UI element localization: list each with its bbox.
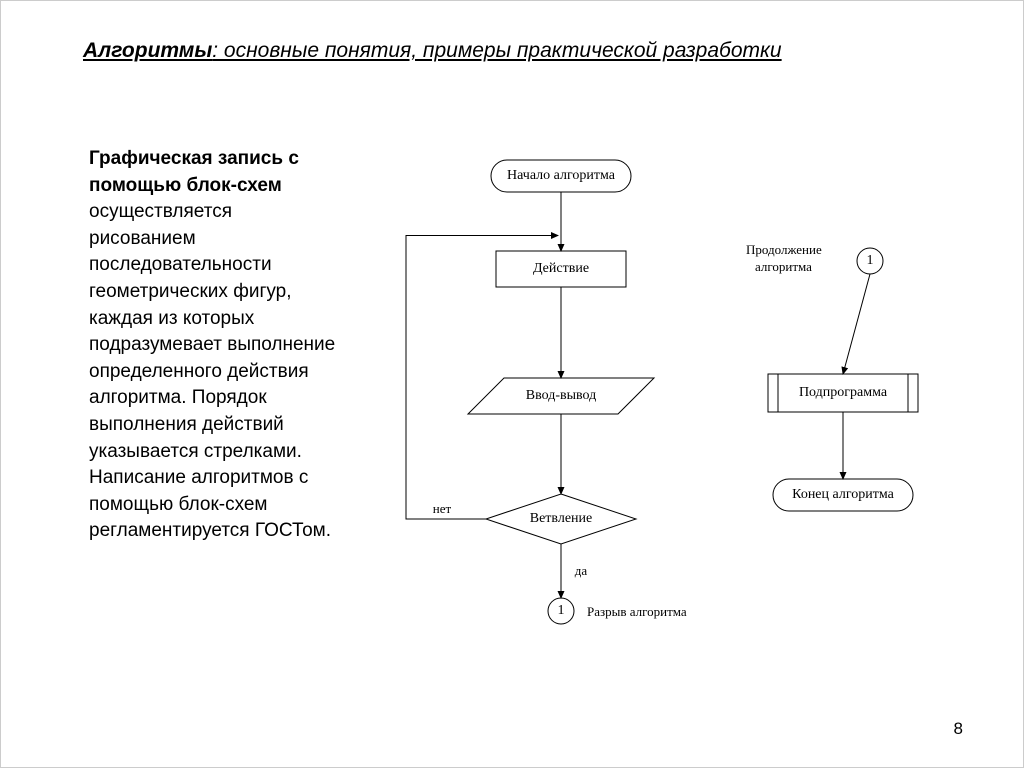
flowchart-diagram: Начало алгоритма Действие Ввод-вывод Ветвле… <box>351 141 971 701</box>
paragraph-rest: осуществляется рисованием последовательн… <box>89 201 335 541</box>
title-bold: Алгоритмы <box>83 39 212 62</box>
flowchart-label: Ветвление <box>530 511 593 527</box>
page-title: Алгоритмы: основные понятия, примеры пра… <box>83 39 782 63</box>
flowchart-label: да <box>575 563 587 579</box>
title-rest: : основные понятия, примеры практической… <box>212 39 781 62</box>
flowchart-annotation: алгоритма <box>755 259 812 275</box>
flowchart-label: Конец алгоритма <box>792 487 894 503</box>
page-number: 8 <box>954 719 963 739</box>
flowchart-label: 1 <box>867 253 874 269</box>
flowchart-annotation: Разрыв алгоритма <box>587 604 687 620</box>
flowchart-label: Действие <box>533 261 589 277</box>
flowchart-label: Ввод-вывод <box>526 388 597 404</box>
flowchart-annotation: Продолжение <box>746 242 822 258</box>
flowchart-label: нет <box>433 501 451 517</box>
flowchart-label: Начало алгоритма <box>507 168 615 184</box>
flowchart-label: 1 <box>558 603 565 619</box>
body-paragraph: Графическая запись с помощью блок-схем о… <box>89 146 339 545</box>
flowchart-label: Подпрограмма <box>799 385 887 401</box>
paragraph-bold: Графическая запись с помощью блок-схем <box>89 148 299 196</box>
